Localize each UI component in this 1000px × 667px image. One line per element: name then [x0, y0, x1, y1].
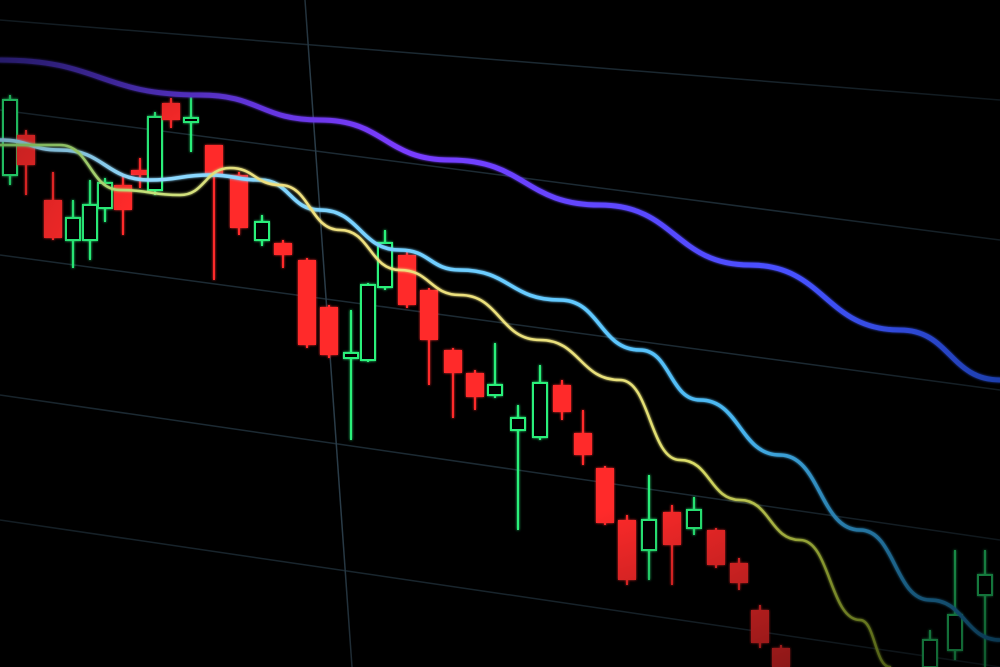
bearish-candle [17, 130, 35, 195]
bearish-candle [162, 98, 180, 128]
bearish-candle [618, 515, 636, 585]
bearish-candle [298, 258, 316, 348]
grid-line [0, 19, 1000, 101]
grid-line [0, 519, 1000, 667]
bearish-candle [730, 558, 748, 590]
bullish-candle [343, 310, 359, 440]
bearish-candle [596, 466, 614, 525]
bullish-candle [360, 283, 376, 362]
bearish-candle [205, 145, 223, 280]
bullish-candle [254, 215, 270, 246]
bullish-candle [487, 343, 503, 398]
bearish-candle [420, 288, 438, 385]
bullish-candle [183, 95, 199, 152]
bearish-candle [274, 240, 292, 268]
bearish-candle [574, 410, 592, 465]
bullish-candle [977, 550, 993, 667]
grid-line [0, 394, 1000, 541]
bearish-candle [553, 380, 571, 420]
bearish-candle [398, 252, 416, 308]
short-moving-average-line [0, 143, 892, 667]
bullish-candle [686, 497, 702, 535]
bullish-candle [922, 630, 938, 667]
bullish-candle [147, 112, 163, 195]
bullish-candle [82, 180, 98, 260]
bearish-candle [663, 505, 681, 585]
bullish-candle [377, 230, 393, 290]
bearish-candle [44, 172, 62, 240]
bullish-candle [641, 475, 657, 580]
bearish-candle [114, 175, 132, 235]
bearish-candle [772, 645, 790, 667]
bearish-candle [751, 605, 769, 648]
bearish-candle [444, 348, 462, 418]
bearish-candle [466, 370, 484, 410]
bearish-candle [707, 528, 725, 568]
bearish-candle [320, 305, 338, 358]
bullish-candle [532, 365, 548, 440]
bullish-candle [65, 200, 81, 268]
bearish-candle [131, 158, 149, 188]
bullish-candle [510, 405, 526, 530]
grid-line [0, 254, 1000, 391]
bearish-candle [230, 172, 248, 235]
